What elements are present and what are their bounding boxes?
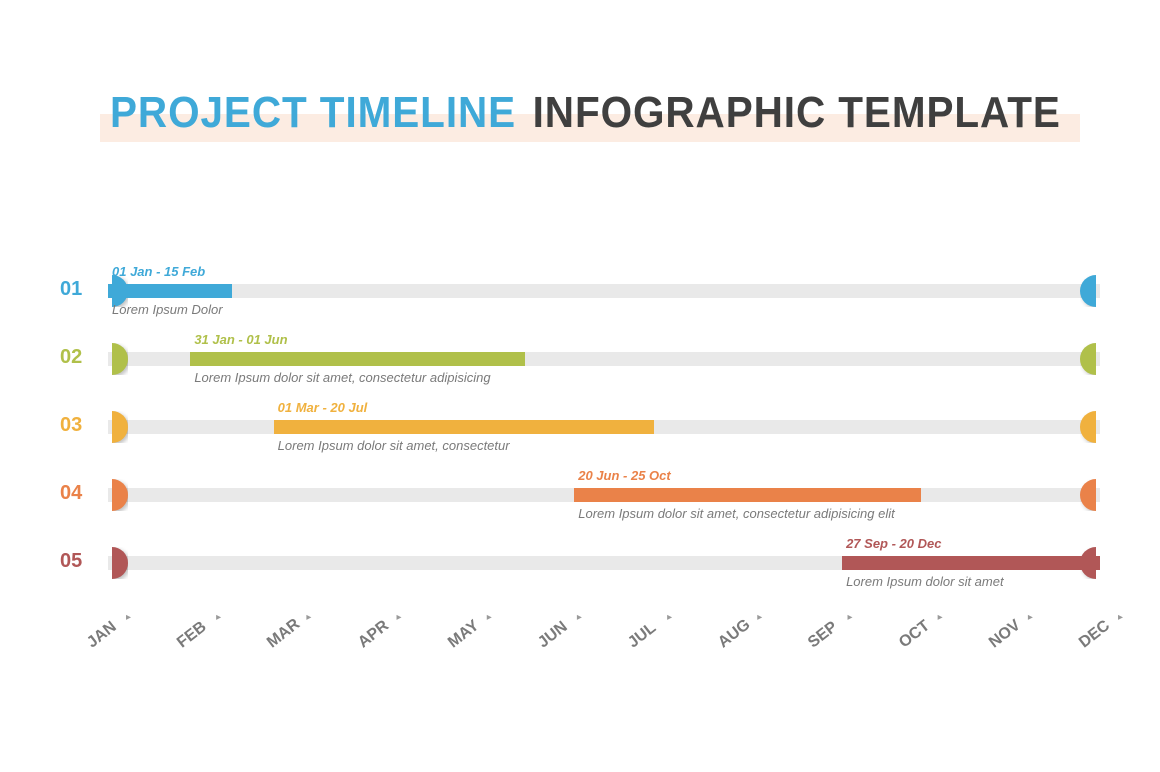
- task-date-range: 20 Jun - 25 Oct: [578, 468, 670, 483]
- task-bar: [108, 284, 232, 298]
- month-label: JUL: [625, 619, 660, 652]
- row-track: [108, 284, 1100, 298]
- task-description: Lorem Ipsum Dolor: [112, 302, 223, 317]
- row-number: 04: [60, 482, 82, 505]
- task-date-range: 27 Sep - 20 Dec: [846, 536, 941, 551]
- month-label: JUN: [535, 618, 571, 652]
- month-tick-icon: ▸: [306, 612, 311, 623]
- month-tick-icon: ▸: [126, 612, 131, 623]
- task-date-range: 01 Mar - 20 Jul: [278, 400, 368, 415]
- task-bar: [274, 420, 654, 434]
- title-part-2: INFOGRAPHIC TEMPLATE: [533, 88, 1061, 137]
- page-title: PROJECT TIMELINEINFOGRAPHIC TEMPLATE: [110, 88, 1021, 138]
- row-number: 02: [60, 346, 82, 369]
- row-cap-left: [96, 411, 128, 443]
- title-block: PROJECT TIMELINE INFOGRAPHIC TEMPLATE: [110, 88, 1100, 138]
- gantt-row: 02 31 Jan - 01 Jun Lorem Ipsum dolor sit a…: [60, 328, 1100, 396]
- task-description: Lorem Ipsum dolor sit amet: [846, 574, 1004, 589]
- task-date-range: 31 Jan - 01 Jun: [194, 332, 287, 347]
- gantt-row: 01 01 Jan - 15 Feb Lorem Ipsum Dolor: [60, 260, 1100, 328]
- row-number: 03: [60, 414, 82, 437]
- month-label: DEC: [1076, 617, 1114, 652]
- month-tick-icon: ▸: [667, 612, 672, 623]
- task-description: Lorem Ipsum dolor sit amet, consectetur …: [578, 506, 894, 521]
- month-tick-icon: ▸: [757, 612, 762, 623]
- month-label: MAY: [445, 617, 483, 652]
- row-cap-left: [96, 547, 128, 579]
- month-label: NOV: [986, 617, 1024, 653]
- task-description: Lorem Ipsum dolor sit amet, consectetur …: [194, 370, 490, 385]
- month-axis: JAN▸FEB▸MAR▸APR▸MAY▸JUN▸JUL▸AUG▸SEP▸OCT▸…: [108, 616, 1100, 656]
- month-tick-icon: ▸: [487, 612, 492, 623]
- month-tick-icon: ▸: [216, 612, 221, 623]
- row-cap-left: [96, 479, 128, 511]
- month-tick-icon: ▸: [397, 612, 402, 623]
- row-cap-left: [96, 343, 128, 375]
- month-label: APR: [355, 617, 393, 652]
- task-date-range: 01 Jan - 15 Feb: [112, 264, 205, 279]
- task-description: Lorem Ipsum dolor sit amet, consectetur: [278, 438, 510, 453]
- title-part-1: PROJECT TIMELINE: [110, 88, 516, 137]
- month-label: AUG: [715, 616, 754, 652]
- row-number: 05: [60, 550, 82, 573]
- gantt-row: 04 20 Jun - 25 Oct Lorem Ipsum dolor sit a…: [60, 464, 1100, 532]
- month-tick-icon: ▸: [1118, 612, 1123, 623]
- month-tick-icon: ▸: [577, 612, 582, 623]
- month-label: JAN: [84, 618, 120, 652]
- row-number: 01: [60, 278, 82, 301]
- month-label: MAR: [264, 616, 304, 653]
- month-tick-icon: ▸: [1028, 612, 1033, 623]
- gantt-row: 03 01 Mar - 20 Jul Lorem Ipsum dolor sit a…: [60, 396, 1100, 464]
- month-tick-icon: ▸: [938, 612, 943, 623]
- gantt-row: 05 27 Sep - 20 Dec Lorem Ipsum dolor sit a…: [60, 532, 1100, 600]
- month-tick-icon: ▸: [847, 612, 852, 623]
- month-label: OCT: [896, 617, 934, 652]
- task-bar: [574, 488, 921, 502]
- month-label: FEB: [174, 618, 210, 652]
- month-label: SEP: [805, 618, 841, 652]
- task-bar: [842, 556, 1100, 570]
- task-bar: [190, 352, 524, 366]
